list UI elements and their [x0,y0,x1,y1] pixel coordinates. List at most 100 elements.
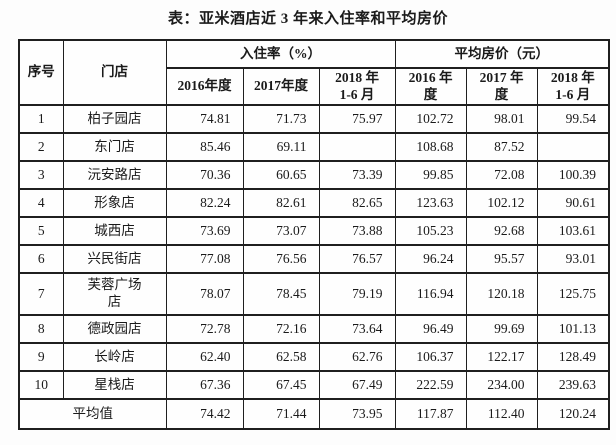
cell-occupancy-2016: 72.78 [165,314,244,344]
cell-occupancy-2017: 67.45 [242,370,320,400]
header-price-2018: 2018 年 1-6 月 [536,67,610,106]
cell-occupancy-2016: 62.40 [165,342,244,372]
cell-store: 形象店 [62,188,167,218]
cell-price-2017: 92.68 [465,216,538,246]
table-row: 4 形象店 82.24 82.61 82.65 123.63 102.12 90… [18,188,610,218]
header-group-row: 序号 门店 入住率（%） 平均房价（元） [18,39,610,106]
table-row: 5 城西店 73.69 73.07 73.88 105.23 92.68 103… [18,216,610,246]
cell-occupancy-2017: 76.56 [242,244,320,274]
table-row: 6 兴民街店 77.08 76.56 76.57 96.24 95.57 93.… [18,244,610,274]
cell-price-2018: 125.75 [536,272,610,316]
cell-price-2017: 72.08 [465,160,538,190]
cell-average-price-2018: 120.24 [536,398,610,430]
cell-occupancy-2018: 73.88 [318,216,396,246]
cell-price-2016: 105.23 [394,216,467,246]
cell-occupancy-2017: 73.07 [242,216,320,246]
cell-store: 沅安路店 [62,160,167,190]
cell-price-2016: 116.94 [394,272,467,316]
cell-seq: 1 [18,104,64,134]
cell-occupancy-2016: 67.36 [165,370,244,400]
cell-seq: 3 [18,160,64,190]
cell-price-2018: 103.61 [536,216,610,246]
header-store: 门店 [62,39,167,106]
cell-store: 星栈店 [62,370,167,400]
cell-price-2017: 98.01 [465,104,538,134]
table-row: 1 柏子园店 74.81 71.73 75.97 102.72 98.01 99… [18,104,610,134]
cell-price-2017: 102.12 [465,188,538,218]
hotel-occupancy-price-table: 序号 门店 入住率（%） 平均房价（元） 2016年度 2017年度 2018 … [18,39,611,430]
table-row: 9 长岭店 62.40 62.58 62.76 106.37 122.17 12… [18,342,610,372]
cell-occupancy-2018: 75.97 [318,104,396,134]
cell-occupancy-2018 [318,132,396,162]
cell-price-2018: 100.39 [536,160,610,190]
cell-store: 芙蓉广场店 [62,272,167,316]
cell-price-2016: 222.59 [394,370,467,400]
cell-price-2017: 95.57 [465,244,538,274]
header-occupancy-2017: 2017年度 [242,67,320,106]
header-occupancy-2018: 2018 年 1-6 月 [318,67,396,106]
cell-price-2017: 99.69 [465,314,538,344]
cell-seq: 9 [18,342,64,372]
cell-price-2017: 122.17 [465,342,538,372]
header-year-row: 2016年度 2017年度 2018 年 1-6 月 2016 年 度 2017… [19,67,610,106]
cell-price-2016: 106.37 [394,342,467,372]
cell-average-price-2017: 112.40 [465,398,538,430]
cell-seq: 5 [18,216,64,246]
cell-store: 长岭店 [62,342,167,372]
cell-price-2016: 123.63 [394,188,467,218]
cell-occupancy-2016: 77.08 [165,244,244,274]
cell-seq: 10 [18,370,64,400]
cell-occupancy-2018: 62.76 [318,342,396,372]
cell-occupancy-2017: 72.16 [242,314,320,344]
cell-store: 德政园店 [62,314,167,344]
cell-occupancy-2018: 82.65 [318,188,396,218]
header-price-2016: 2016 年 度 [394,67,467,106]
cell-occupancy-2016: 70.36 [165,160,244,190]
table-row: 3 沅安路店 70.36 60.65 73.39 99.85 72.08 100… [18,160,610,190]
cell-average-occupancy-2016: 74.42 [165,398,244,430]
table-row: 2 东门店 85.46 69.11 108.68 87.52 [18,132,610,162]
cell-price-2016: 99.85 [394,160,467,190]
average-row: 平均值 74.42 71.44 73.95 117.87 112.40 120.… [18,398,610,430]
cell-price-2018: 101.13 [536,314,610,344]
cell-price-2016: 96.49 [394,314,467,344]
cell-price-2018: 239.63 [536,370,610,400]
cell-seq: 7 [18,272,64,316]
cell-occupancy-2017: 82.61 [242,188,320,218]
cell-price-2018 [536,132,610,162]
cell-price-2016: 96.24 [394,244,467,274]
table-row: 7 芙蓉广场店 78.07 78.45 79.19 116.94 120.18 … [18,272,610,316]
cell-average-price-2016: 117.87 [394,398,467,430]
cell-occupancy-2018: 73.39 [318,160,396,190]
cell-occupancy-2018: 73.64 [318,314,396,344]
cell-price-2018: 90.61 [536,188,610,218]
cell-price-2017: 120.18 [465,272,538,316]
cell-occupancy-2017: 71.73 [242,104,320,134]
header-occupancy-group: 入住率（%） [165,39,396,69]
cell-seq: 2 [18,132,64,162]
cell-occupancy-2018: 79.19 [318,272,396,316]
cell-seq: 8 [18,314,64,344]
table-row: 10 星栈店 67.36 67.45 67.49 222.59 234.00 2… [18,370,610,400]
cell-price-2018: 93.01 [536,244,610,274]
cell-price-2018: 128.49 [536,342,610,372]
cell-seq: 4 [18,188,64,218]
table-title: 表：亚米酒店近 3 年来入住率和平均房价 [167,11,448,27]
table-row: 8 德政园店 72.78 72.16 73.64 96.49 99.69 101… [18,314,610,344]
cell-occupancy-2017: 78.45 [242,272,320,316]
header-occupancy-2016: 2016年度 [165,67,244,106]
cell-price-2017: 87.52 [465,132,538,162]
cell-occupancy-2017: 60.65 [242,160,320,190]
cell-occupancy-2017: 69.11 [242,132,320,162]
cell-store: 兴民街店 [62,244,167,274]
cell-store: 东门店 [62,132,167,162]
cell-price-2018: 99.54 [536,104,610,134]
cell-occupancy-2018: 67.49 [318,370,396,400]
cell-store: 城西店 [62,216,167,246]
cell-price-2016: 108.68 [394,132,467,162]
header-price-group: 平均房价（元） [394,39,610,69]
cell-occupancy-2018: 76.57 [318,244,396,274]
cell-occupancy-2016: 74.81 [165,104,244,134]
cell-price-2016: 102.72 [394,104,467,134]
